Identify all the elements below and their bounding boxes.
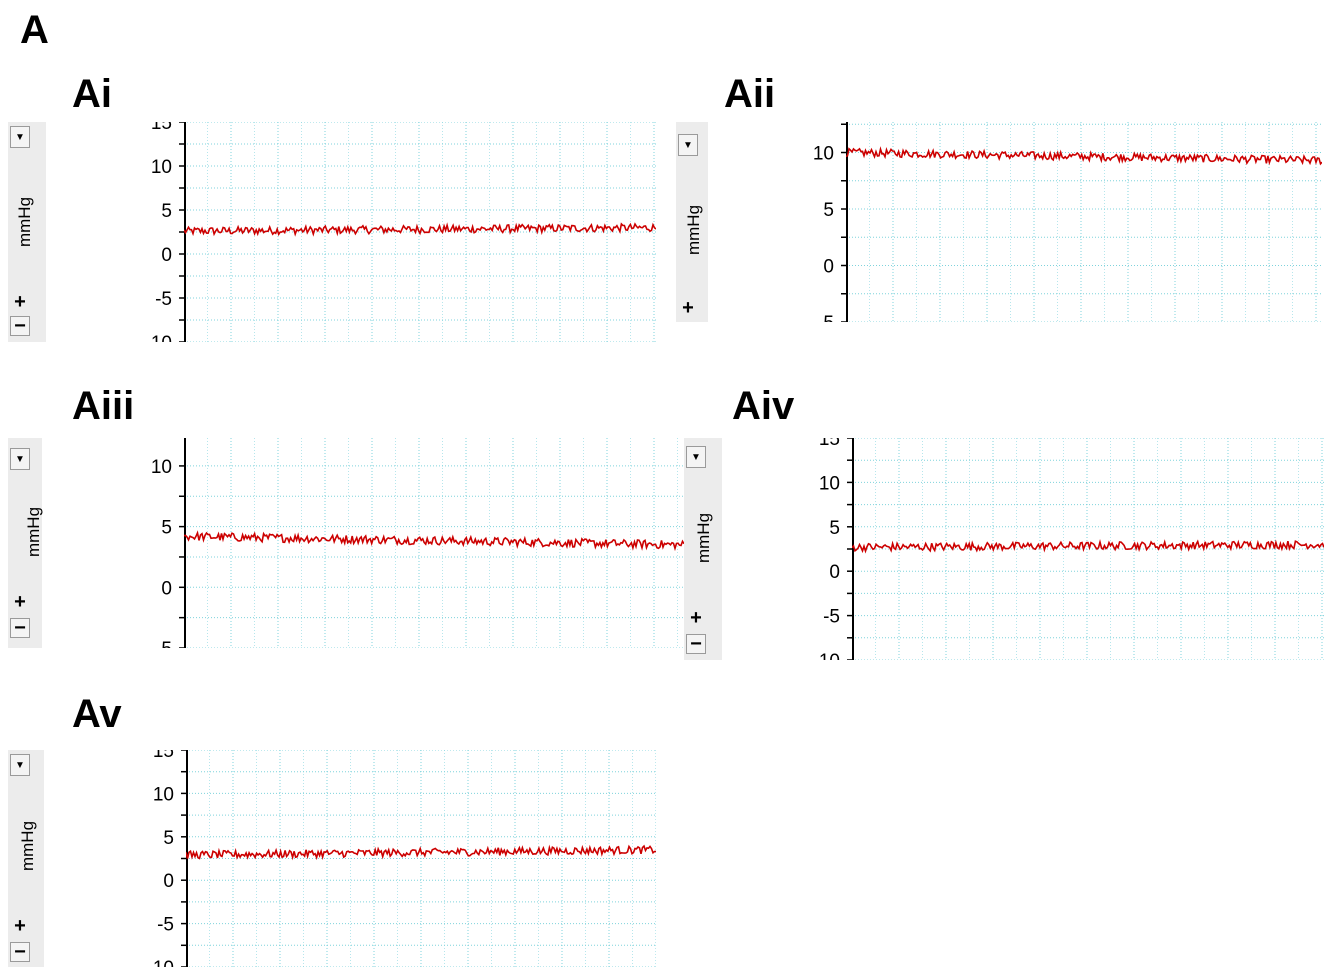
y-tick-label: 5 [829, 518, 840, 539]
y-axis: -5 0 5 10 [151, 457, 184, 648]
y-tick-label: -10 [813, 651, 840, 660]
y-tick-label: 10 [151, 457, 172, 478]
y-unit-label: mmHg [684, 204, 703, 256]
pressure-trace [846, 146, 1322, 166]
y-tick-label: 5 [163, 828, 174, 849]
y-tick-label: 0 [829, 562, 840, 583]
chart-panel-aiv: ▼ mmHg + − -10 -5 0 5 10 15 [684, 438, 1324, 660]
y-tick-label: -5 [823, 607, 840, 628]
y-unit-label: mmHg [15, 196, 34, 248]
minus-icon[interactable]: − [10, 315, 30, 337]
chart-panel-ai: ▼ mmHg + − -10 -5 0 5 10 15 [8, 122, 656, 342]
minus-icon[interactable]: − [10, 941, 30, 963]
pressure-trace [184, 530, 684, 552]
y-tick-label: -10 [147, 958, 174, 967]
chart-panel-av: ▼ mmHg + − -10 -5 0 5 10 15 [8, 750, 656, 967]
plot-area [186, 750, 656, 967]
figure-label: A [20, 8, 49, 52]
minus-icon[interactable]: − [686, 633, 706, 655]
y-axis: -10 -5 0 5 10 15 [147, 750, 186, 967]
y-unit-label: mmHg [694, 512, 713, 564]
panel-label-aiv: Aiv [732, 384, 795, 428]
chart-panel-aii: ▼ mmHg + -5 0 5 10 [676, 122, 1322, 322]
plot-area [852, 438, 1324, 660]
plus-icon[interactable]: + [10, 291, 30, 313]
y-tick-label: 10 [813, 144, 834, 165]
chevron-down-icon[interactable]: ▼ [10, 448, 30, 470]
y-axis: -5 0 5 10 [813, 123, 846, 322]
y-tick-label: -10 [145, 333, 172, 342]
plus-icon[interactable]: + [678, 297, 698, 319]
y-tick-label: 10 [151, 157, 172, 178]
chevron-down-icon[interactable]: ▼ [678, 134, 698, 156]
panel-label-ai: Ai [72, 72, 112, 116]
y-tick-label: 0 [823, 257, 834, 278]
y-axis: -10 -5 0 5 10 15 [145, 122, 184, 342]
y-tick-label: -5 [157, 915, 174, 936]
chevron-down-icon[interactable]: ▼ [10, 126, 30, 148]
y-tick-label: 5 [161, 518, 172, 539]
y-tick-label: 10 [819, 473, 840, 494]
y-unit-label: mmHg [24, 506, 43, 558]
y-tick-label: 15 [819, 438, 840, 450]
y-unit-label: mmHg [18, 820, 37, 872]
chevron-down-icon[interactable]: ▼ [686, 446, 706, 468]
y-tick-label: -5 [155, 289, 172, 310]
panel-label-aiii: Aiii [72, 384, 135, 428]
plus-icon[interactable]: + [10, 591, 30, 613]
minus-icon[interactable]: − [10, 617, 30, 639]
plus-icon[interactable]: + [10, 915, 30, 937]
y-tick-label: 0 [161, 245, 172, 266]
y-axis: -10 -5 0 5 10 15 [813, 438, 852, 660]
panel-label-av: Av [72, 692, 122, 736]
y-tick-label: 0 [161, 578, 172, 599]
y-tick-label: 5 [823, 200, 834, 221]
y-tick-label: 15 [151, 122, 172, 134]
panel-label-aii: Aii [724, 72, 776, 116]
pressure-trace [186, 844, 656, 861]
plus-icon[interactable]: + [686, 607, 706, 629]
pressure-trace [852, 538, 1324, 554]
plot-area [846, 122, 1322, 322]
chevron-down-icon[interactable]: ▼ [10, 754, 30, 776]
y-tick-label: 15 [153, 750, 174, 762]
y-tick-label: 10 [153, 784, 174, 805]
y-tick-label: 0 [163, 871, 174, 892]
y-tick-label: -5 [817, 313, 834, 322]
pressure-trace [184, 222, 656, 237]
plot-area [184, 122, 656, 342]
chart-panel-aiii: ▼ mmHg + − -5 0 5 10 [8, 438, 684, 648]
y-tick-label: 5 [161, 201, 172, 222]
y-tick-label: -5 [155, 639, 172, 648]
plot-area [184, 438, 684, 648]
